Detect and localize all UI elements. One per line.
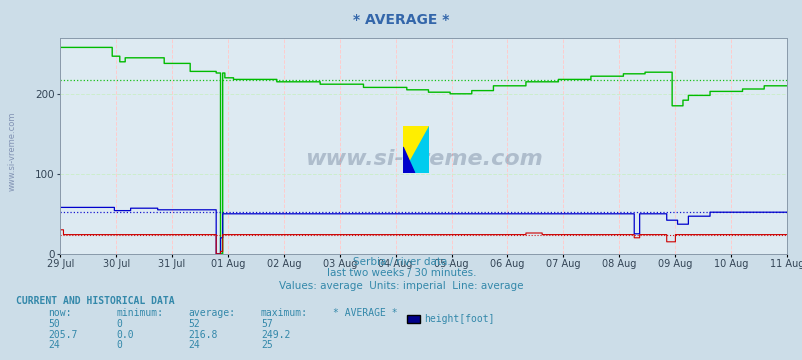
Text: 0: 0 xyxy=(116,340,122,350)
Text: 205.7: 205.7 xyxy=(48,330,78,340)
Polygon shape xyxy=(403,126,428,173)
Text: 25: 25 xyxy=(261,340,273,350)
Text: last two weeks / 30 minutes.: last two weeks / 30 minutes. xyxy=(326,269,476,279)
Text: 0.0: 0.0 xyxy=(116,330,134,340)
Text: 249.2: 249.2 xyxy=(261,330,290,340)
Text: Values: average  Units: imperial  Line: average: Values: average Units: imperial Line: av… xyxy=(279,281,523,291)
Text: 57: 57 xyxy=(261,319,273,329)
Text: www.si-vreme.com: www.si-vreme.com xyxy=(304,149,542,169)
Text: * AVERAGE *: * AVERAGE * xyxy=(353,13,449,27)
Text: 52: 52 xyxy=(188,319,200,329)
Polygon shape xyxy=(403,126,428,173)
Text: average:: average: xyxy=(188,308,236,318)
Text: www.si-vreme.com: www.si-vreme.com xyxy=(8,112,17,191)
Text: Serbia / river data.: Serbia / river data. xyxy=(352,257,450,267)
Text: * AVERAGE *: * AVERAGE * xyxy=(333,308,397,318)
Polygon shape xyxy=(403,147,414,173)
Text: 50: 50 xyxy=(48,319,60,329)
Text: 24: 24 xyxy=(188,340,200,350)
Text: minimum:: minimum: xyxy=(116,308,164,318)
Text: height[foot]: height[foot] xyxy=(423,314,494,324)
Text: 0: 0 xyxy=(116,319,122,329)
Text: 24: 24 xyxy=(48,340,60,350)
Text: CURRENT AND HISTORICAL DATA: CURRENT AND HISTORICAL DATA xyxy=(16,296,175,306)
Text: maximum:: maximum: xyxy=(261,308,308,318)
Text: now:: now: xyxy=(48,308,71,318)
Text: 216.8: 216.8 xyxy=(188,330,218,340)
